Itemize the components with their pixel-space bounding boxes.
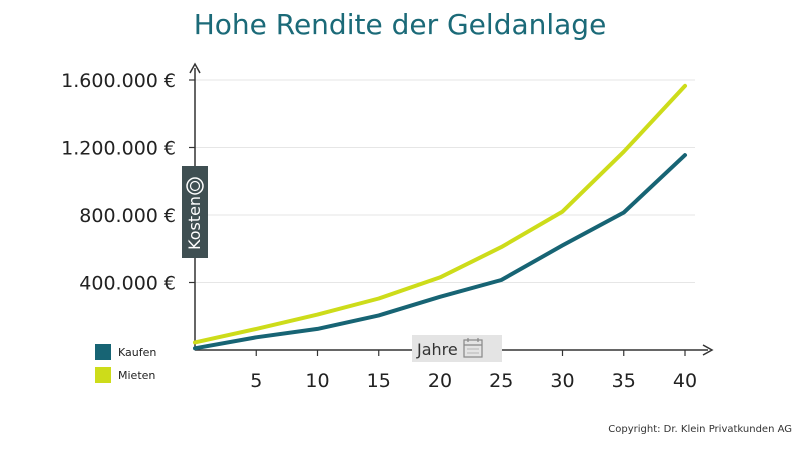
x-tick-label: 20 (428, 370, 452, 392)
x-tick-label: 5 (250, 370, 262, 392)
legend-swatch-mieten (95, 367, 111, 383)
x-axis-arrow (702, 344, 714, 356)
x-ticks: 5 10 15 20 25 30 35 40 (250, 350, 697, 392)
x-axis-label-badge: Jahre (412, 335, 502, 362)
series-line-kaufen (193, 153, 687, 351)
x-tick-label: 35 (612, 370, 636, 392)
x-tick-label: 10 (305, 370, 329, 392)
x-tick-label: 25 (489, 370, 513, 392)
grid-lines (195, 79, 695, 283)
y-axis-label: Kosten (185, 196, 204, 250)
y-tick-label: 400.000 € (79, 273, 176, 295)
y-tick-label: 1.600.000 € (61, 70, 176, 92)
legend-swatch-kaufen (95, 344, 111, 360)
legend: Kaufen Mieten (95, 344, 156, 383)
chart-title: Hohe Rendite der Geldanlage (193, 8, 607, 41)
legend-label-kaufen: Kaufen (118, 346, 156, 359)
y-tick-label: 1.200.000 € (61, 138, 176, 160)
y-axis-label-badge: Kosten (182, 166, 208, 258)
x-tick-label: 30 (550, 370, 574, 392)
x-axis-label: Jahre (416, 340, 458, 359)
y-ticks: 400.000 € 800.000 € 1.200.000 € 1.600.000 € (61, 70, 195, 295)
axes (189, 62, 714, 356)
legend-label-mieten: Mieten (118, 369, 155, 382)
y-axis-arrow (189, 62, 201, 74)
y-tick-label: 800.000 € (79, 205, 176, 227)
calendar-icon (463, 338, 483, 358)
x-tick-label: 40 (673, 370, 697, 392)
series-lines (193, 83, 687, 351)
x-tick-label: 15 (367, 370, 391, 392)
series-line-mieten (193, 83, 687, 345)
cost-icon (186, 177, 204, 195)
copyright-note: Copyright: Dr. Klein Privatkunden AG (608, 424, 792, 435)
